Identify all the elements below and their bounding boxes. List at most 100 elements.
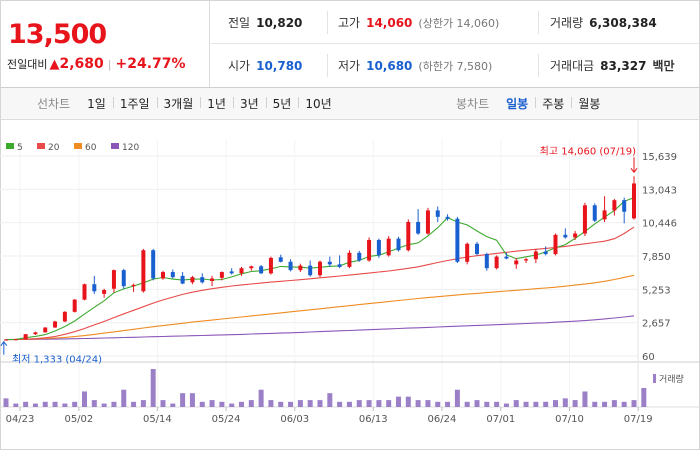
volume-bar [288, 401, 294, 407]
candle-body [416, 221, 421, 234]
stat-value: 6,308,384 [589, 15, 657, 30]
low-annotation: 최저 1,333 (04/24) [12, 354, 102, 366]
tab-monthly[interactable]: 월봉 [571, 95, 607, 112]
tab-1-year[interactable]: 1년 [200, 95, 233, 112]
candle-body [131, 284, 136, 287]
divider [538, 54, 539, 77]
price-tick-label: 60 [642, 352, 655, 363]
price-tick-label: 10,446 [642, 219, 677, 230]
date-tick-label: 04/23 [6, 414, 35, 425]
volume-bar [356, 400, 362, 407]
tab-3-months[interactable]: 3개월 [156, 95, 201, 112]
candle-body [592, 205, 597, 221]
volume-bar [180, 393, 186, 407]
volume-bar [268, 400, 274, 407]
volume-bar [199, 401, 205, 407]
tab-weekly[interactable]: 주봉 [535, 95, 571, 112]
candle-body [23, 334, 28, 340]
volume-bar [131, 401, 137, 407]
tab-5-years[interactable]: 5년 [265, 95, 299, 112]
stats-row-1: 전일 10,820 고가 14,060 (상한가 14,060) 거래량 6,3… [211, 1, 699, 44]
tab-1-day[interactable]: 1일 [87, 97, 106, 111]
volume-bar [611, 400, 617, 407]
change-label: 전일대비 [7, 58, 48, 71]
stat-value: 14,060 [366, 15, 413, 30]
candle-body [396, 238, 401, 251]
date-tick-label: 05/02 [64, 414, 93, 425]
stat-label: 저가 [338, 59, 361, 73]
volume-bar [405, 396, 411, 407]
stat-trade-amount: 거래대금 83,327 백만 [550, 44, 675, 87]
price-tick-label: 7,850 [642, 252, 671, 263]
stat-label: 고가 [338, 16, 361, 30]
volume-bar [101, 403, 107, 407]
candle-body [455, 218, 460, 262]
up-arrow-icon: ▲ [49, 57, 60, 72]
divider [538, 11, 539, 34]
candle-body [622, 200, 627, 212]
price-chart: 5 20 60 120 15,639 13,043 10,446 7,850 5,253 2,6… [0, 120, 700, 425]
volume-bar [582, 391, 588, 407]
quote-header: 13,500 전일대비 ▲ 2,680 | +24.77% 전일 10,820 … [0, 0, 700, 88]
volume-bar [631, 400, 637, 407]
candle-body [376, 239, 381, 256]
legend-swatch [111, 143, 119, 149]
stat-value: 10,680 [366, 58, 413, 73]
volume-bar [248, 400, 254, 407]
chart-grid [0, 120, 700, 408]
candle-body [190, 277, 195, 283]
volume-bar [307, 400, 313, 407]
candle-body [347, 252, 352, 267]
stat-label: 거래대금 [550, 59, 595, 73]
volume-bar [32, 403, 38, 407]
price-summary: 13,500 전일대비 ▲ 2,680 | +24.77% [1, 1, 210, 87]
volume-bar [82, 391, 87, 407]
volume-bar [562, 398, 568, 407]
tab-1-week[interactable]: 1주일 [112, 95, 157, 112]
legend-swatch [74, 143, 82, 149]
volume-bar [494, 401, 500, 407]
legend-label: 5 [17, 143, 23, 153]
divider [327, 11, 328, 34]
volume-bars: 거래량 [3, 369, 684, 407]
volume-bar [435, 401, 441, 407]
volume-bar [376, 400, 382, 407]
volume-bar [425, 400, 431, 407]
change-percent: +24.77% [115, 56, 186, 72]
volume-bar [91, 400, 97, 407]
legend-label: 20 [48, 143, 60, 153]
volume-bar [297, 400, 303, 407]
candle-body [239, 268, 244, 274]
candle-body [308, 265, 313, 276]
candle-body [484, 254, 489, 269]
volume-bar [337, 401, 343, 407]
candle-body [573, 233, 578, 238]
low-arrow-icon [0, 340, 8, 355]
candle-body [318, 261, 322, 276]
volume-bar [111, 401, 117, 407]
candle-body [553, 234, 558, 255]
tab-daily[interactable]: 일봉 [506, 97, 529, 111]
volume-bar [386, 400, 392, 407]
candle-chart-title: 봉차트 [456, 97, 490, 111]
candle-body [53, 321, 58, 328]
candle-body [161, 272, 165, 279]
candle-body [533, 251, 538, 260]
line-chart-tabs: 선차트 1일 1주일 3개월 1년 3년 5년 10년 [37, 88, 339, 119]
candle-body [43, 327, 48, 333]
price-tick-label: 2,657 [642, 319, 671, 330]
date-tick-label: 05/14 [143, 414, 172, 425]
volume-bar [170, 403, 176, 407]
tab-3-years[interactable]: 3년 [232, 95, 266, 112]
tab-10-years[interactable]: 10년 [298, 95, 338, 112]
candle-body [298, 265, 303, 271]
candle-body [425, 210, 430, 234]
volume-bar [464, 401, 470, 407]
candle-body [249, 266, 254, 269]
date-tick-label: 05/24 [212, 414, 241, 425]
candle-body [278, 257, 283, 262]
volume-bar [474, 400, 480, 407]
stat-open: 시가 10,780 [228, 44, 302, 87]
volume-bar [160, 400, 166, 407]
date-tick-label: 06/03 [280, 414, 309, 425]
